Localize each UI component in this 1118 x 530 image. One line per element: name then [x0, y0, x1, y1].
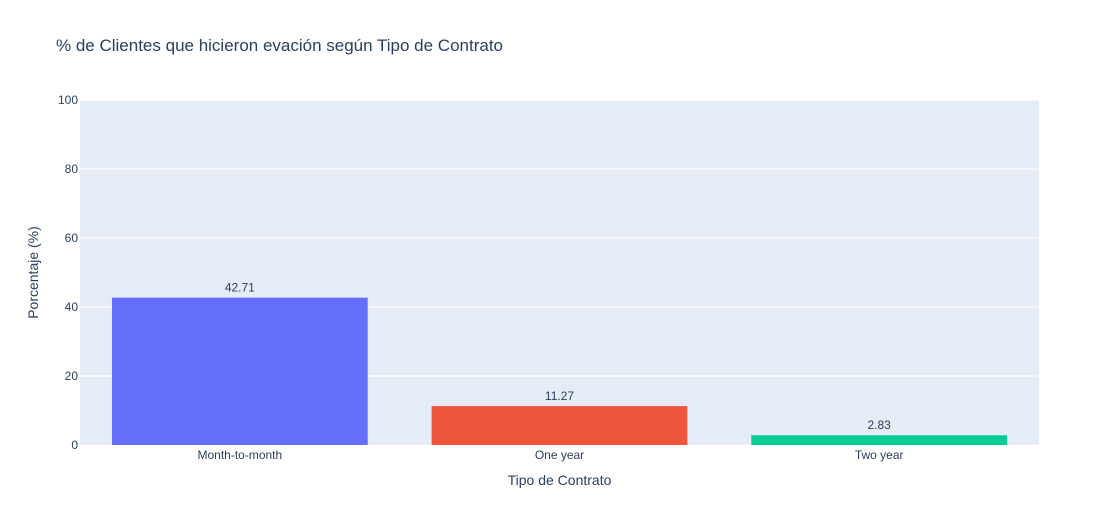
- bar-month-to-month[interactable]: [111, 297, 368, 445]
- data-labels: 42.71 11.27 2.83: [225, 281, 891, 433]
- y-tick-label: 100: [58, 93, 78, 107]
- y-tick-label: 20: [65, 369, 79, 383]
- y-tick-label: 60: [65, 231, 79, 245]
- data-label: 2.83: [867, 418, 891, 432]
- y-tick-label: 40: [65, 300, 79, 314]
- bar-two-year[interactable]: [751, 435, 1008, 445]
- x-axis-title: Tipo de Contrato: [508, 472, 612, 488]
- data-label: 42.71: [225, 281, 255, 295]
- x-tick-label: One year: [535, 448, 584, 462]
- y-tick-label: 80: [65, 162, 79, 176]
- chart-title: % de Clientes que hicieron evación según…: [56, 36, 503, 55]
- x-axis-ticks: Month-to-month One year Two year: [197, 448, 903, 462]
- y-axis-ticks: 0 20 40 60 80 100: [58, 93, 78, 452]
- data-label: 11.27: [545, 389, 574, 403]
- bar-one-year[interactable]: [431, 406, 688, 445]
- y-tick-label: 0: [71, 438, 78, 452]
- x-tick-label: Month-to-month: [197, 448, 282, 462]
- y-axis-title: Porcentaje (%): [25, 226, 41, 319]
- bars: [111, 297, 1008, 445]
- x-tick-label: Two year: [855, 448, 904, 462]
